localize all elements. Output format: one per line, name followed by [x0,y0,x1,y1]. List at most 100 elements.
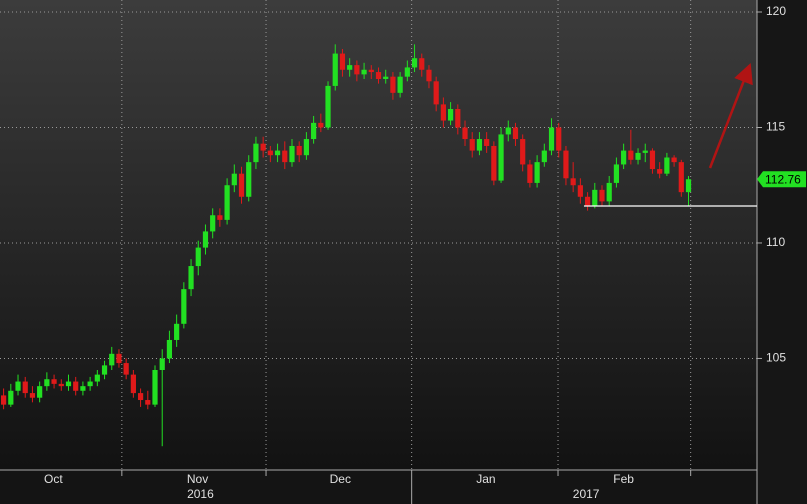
candle-body [685,179,692,193]
candle-body [462,127,468,140]
candle-body [354,65,360,75]
candle-body [224,185,230,220]
candle-body [253,143,259,163]
candle-body [101,365,108,375]
candle-body [563,150,569,179]
candle-body [505,127,511,135]
candle-body [469,139,475,151]
candle-body [65,381,72,387]
candle-body [678,162,684,193]
candle-body [130,374,136,394]
candle-body [8,390,14,405]
candle-body [174,323,180,340]
candle-body [649,150,656,170]
candle-body [22,381,28,394]
candle-body [339,53,346,70]
candle-body [390,76,396,93]
candle-body [80,386,86,391]
candle-body [58,383,64,387]
candle-body [29,393,36,398]
candle-body [188,266,194,290]
candle-body [318,122,324,128]
last-price-box [757,171,806,188]
candle-body [498,134,504,181]
candle-body [238,173,245,197]
candle-body [296,145,302,156]
candle-body [1,395,7,405]
candle-body [411,58,418,68]
x-tick-label: Nov [187,472,208,486]
candle-body [152,369,158,405]
candle-body [440,104,446,121]
candle-body [433,81,439,105]
candle-body [181,289,187,324]
candle-body [246,162,252,197]
candle-body [202,231,209,248]
candle-body [426,69,432,82]
candle-body [368,69,374,73]
candle-body [606,182,612,202]
candle-body [332,53,338,86]
date-axis-background [0,470,757,504]
candle-body [217,215,223,220]
candle-body [274,150,281,156]
candle-body [541,150,547,163]
candle-body [642,150,648,153]
candle-body [282,150,288,163]
candle-body [664,157,670,174]
candle-body [159,358,165,370]
candle-body [166,339,173,359]
candle-body [592,189,598,207]
candle-body [476,139,483,151]
candle-body [44,379,50,387]
candle-body [383,76,389,79]
x-tick-label: Feb [613,472,634,486]
candle-body [419,58,425,70]
candle-body [303,139,310,156]
axis-background [757,0,807,504]
candle-body [145,400,151,405]
candle-body [621,150,627,165]
candle-body [512,127,519,140]
candle-body [94,374,100,382]
candle-body [87,381,93,387]
candle-body [556,127,562,151]
candle-body [137,393,144,401]
candle-body [404,67,410,77]
trend-arrow [708,63,753,169]
y-tick-label: 120 [766,4,786,18]
candle-body [210,215,216,232]
candle-body [289,145,295,163]
candle-body [584,196,591,207]
candle-body [455,109,461,128]
x-tick-label: Oct [44,472,63,486]
y-tick-label: 110 [766,235,785,249]
x-tick-label: Jan [476,472,495,486]
candle-body [570,178,576,186]
candle-body [484,139,490,146]
last-price-label: 112.76 [765,172,801,186]
candle-body [671,157,677,163]
candle-body [37,386,43,398]
candle-body [116,353,122,364]
candle-body [527,164,533,183]
candle-body [260,143,266,151]
candle-body [109,353,115,366]
year-label: 2017 [573,487,600,501]
candle-body [267,150,273,156]
candle-body [325,85,331,128]
candle-body [375,72,382,79]
candle-body [123,363,129,375]
candle-body [635,152,641,160]
candle-body [657,169,663,174]
candle-body [347,65,353,70]
candle-body [628,150,634,160]
candle-body [548,127,555,151]
candle-body [520,139,526,165]
candle-body [311,122,317,140]
candle-body [613,164,620,183]
candle-body [534,162,540,183]
candle-body [51,379,57,384]
